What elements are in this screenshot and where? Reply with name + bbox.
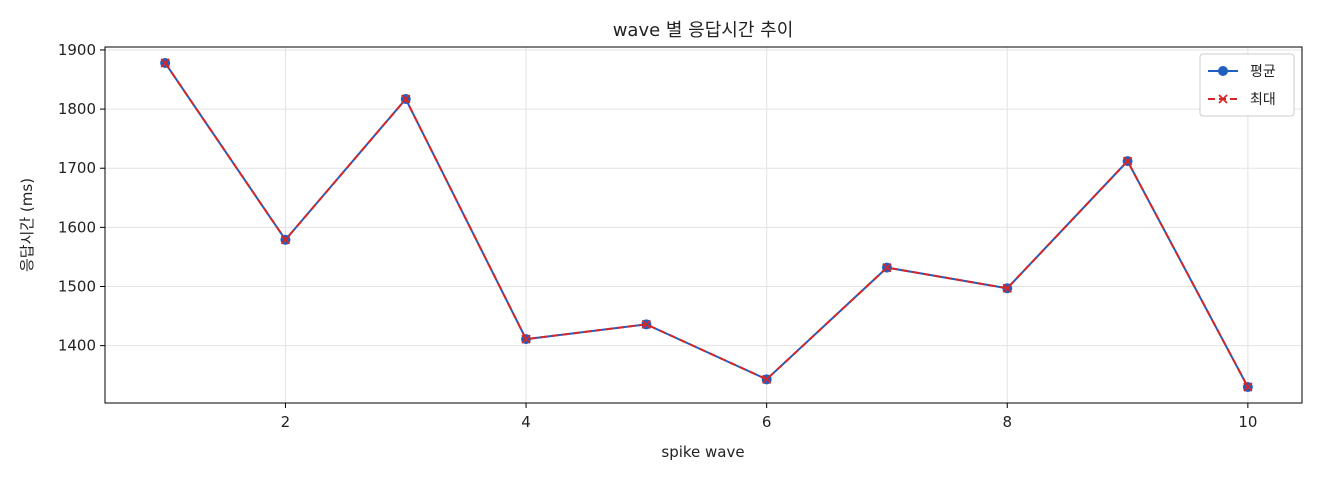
x-axis-title: spike wave (661, 443, 744, 461)
series-2-point (1002, 283, 1012, 293)
chart-title: wave 별 응답시간 추이 (613, 20, 794, 41)
x-tick-label: 10 (1238, 413, 1257, 431)
legend-label-1: 평균 (1250, 64, 1276, 80)
legend-marker-1 (1218, 66, 1228, 76)
series-2-point (1243, 382, 1253, 392)
x-marker-stroke (280, 235, 291, 245)
series-2-point (521, 334, 531, 344)
y-tick-label: 1400 (58, 337, 96, 355)
x-tick-label: 4 (521, 413, 531, 431)
series-2-point (641, 319, 651, 329)
x-marker-stroke (882, 262, 892, 273)
x-marker-stroke (762, 374, 772, 384)
legend-box (1199, 53, 1295, 117)
x-marker-stroke (401, 94, 411, 104)
x-marker-stroke (1002, 283, 1012, 293)
y-axis-title: 응답시간 (ms) (18, 178, 36, 272)
x-marker-stroke (1243, 382, 1253, 392)
series-2-point (280, 235, 291, 245)
legend-marker-2 (1218, 94, 1228, 104)
series-2-point (401, 94, 411, 104)
series-2-point (762, 374, 772, 384)
legend-label-2: 최대 (1250, 92, 1276, 108)
x-tick-label: 2 (281, 413, 291, 431)
y-tick-label: 1500 (58, 278, 96, 296)
x-marker-stroke (1218, 94, 1228, 104)
series-2-point (160, 58, 170, 68)
series-line-1 (164, 62, 1249, 388)
series-line-2 (164, 62, 1249, 388)
series-layer (160, 57, 1253, 393)
plot-frame (104, 46, 1303, 404)
y-tick-label: 1700 (58, 159, 96, 177)
x-marker-stroke (160, 58, 170, 68)
x-marker-stroke (641, 319, 651, 329)
y-tick-label: 1600 (58, 218, 96, 236)
y-tick-label: 1800 (58, 100, 96, 118)
series-2-point (1122, 156, 1133, 166)
x-tick-label: 6 (762, 413, 772, 431)
series-2-point (882, 262, 892, 273)
x-marker-stroke (521, 334, 531, 344)
y-tick-label: 1900 (58, 41, 96, 59)
grid (105, 47, 1302, 403)
x-tick-label: 8 (1002, 413, 1012, 431)
ticks: 2 4 6 8 10 1400 1500 1600 1700 1800 1900 (58, 41, 1258, 431)
x-marker-stroke (1122, 156, 1133, 166)
